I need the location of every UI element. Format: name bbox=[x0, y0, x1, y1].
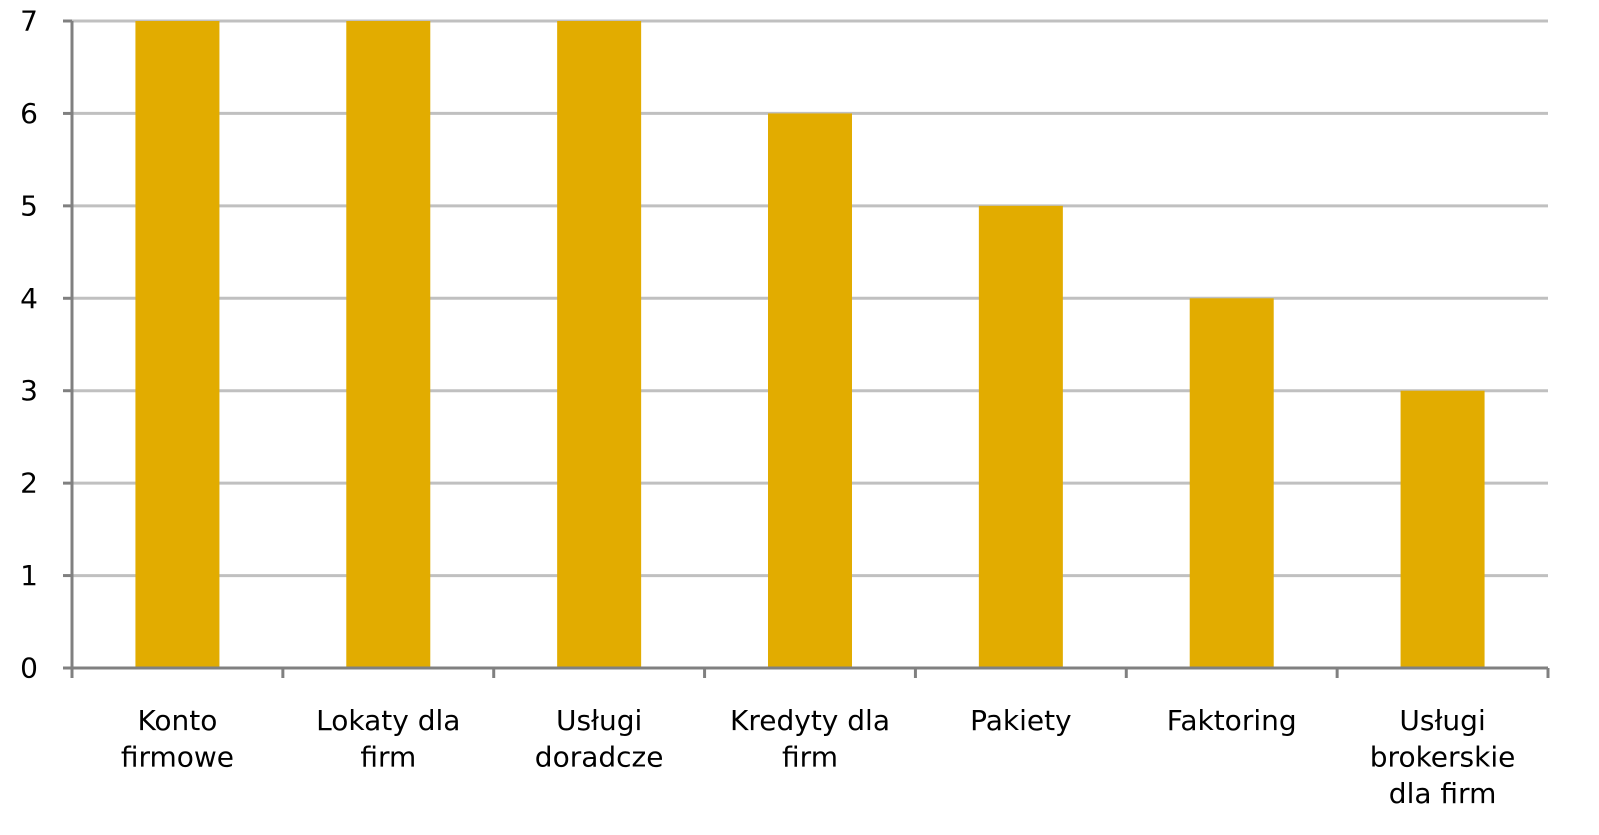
y-tick-label: 7 bbox=[20, 5, 38, 38]
bar bbox=[135, 21, 220, 668]
x-category-label: Usługi brokerskie dla firm bbox=[1370, 704, 1516, 810]
x-category-label: Kredyty dla firm bbox=[730, 704, 890, 774]
bars bbox=[135, 21, 1485, 668]
bar bbox=[1189, 298, 1274, 668]
y-tick-labels: 0 1 2 3 4 5 6 7 bbox=[20, 5, 38, 685]
x-category-label: Faktoring bbox=[1167, 704, 1297, 737]
x-category-label-line: doradcze bbox=[535, 741, 664, 774]
x-category-labels: Konto firmowe Lokaty dla firm Usługi doradcze… bbox=[121, 704, 1516, 810]
y-tick-label: 3 bbox=[20, 374, 38, 407]
x-category-label: Konto firmowe bbox=[121, 704, 234, 774]
x-category-label-line: Lokaty dla bbox=[316, 704, 460, 737]
x-category-label-line: dla firm bbox=[1389, 777, 1497, 810]
x-category-label: Usługi doradcze bbox=[535, 704, 664, 774]
y-tick-label: 5 bbox=[20, 189, 38, 222]
bar bbox=[1400, 390, 1485, 668]
y-tick-label: 6 bbox=[20, 97, 38, 130]
x-category-label-line: Kredyty dla bbox=[730, 704, 890, 737]
y-tick-label: 4 bbox=[20, 282, 38, 315]
y-tick-label: 0 bbox=[20, 652, 38, 685]
bar bbox=[557, 21, 642, 668]
bar bbox=[768, 113, 852, 668]
y-tick-label: 1 bbox=[20, 559, 38, 592]
x-category-label-line: Usługi bbox=[556, 704, 642, 737]
bar bbox=[346, 21, 431, 668]
x-category-label-line: brokerskie bbox=[1370, 741, 1516, 774]
x-category-label: Lokaty dla firm bbox=[316, 704, 460, 774]
x-category-label-line: Faktoring bbox=[1167, 704, 1297, 737]
x-category-label-line: Pakiety bbox=[970, 704, 1072, 737]
axes bbox=[63, 19, 1550, 678]
x-category-label-line: firmowe bbox=[121, 741, 234, 774]
x-category-label-line: firm bbox=[782, 741, 838, 774]
x-category-label-line: Usługi bbox=[1399, 704, 1485, 737]
bar bbox=[978, 205, 1063, 668]
y-tick-label: 2 bbox=[20, 467, 38, 500]
x-category-label-line: firm bbox=[360, 741, 416, 774]
x-category-label: Pakiety bbox=[970, 704, 1072, 737]
x-category-label-line: Konto bbox=[137, 704, 217, 737]
